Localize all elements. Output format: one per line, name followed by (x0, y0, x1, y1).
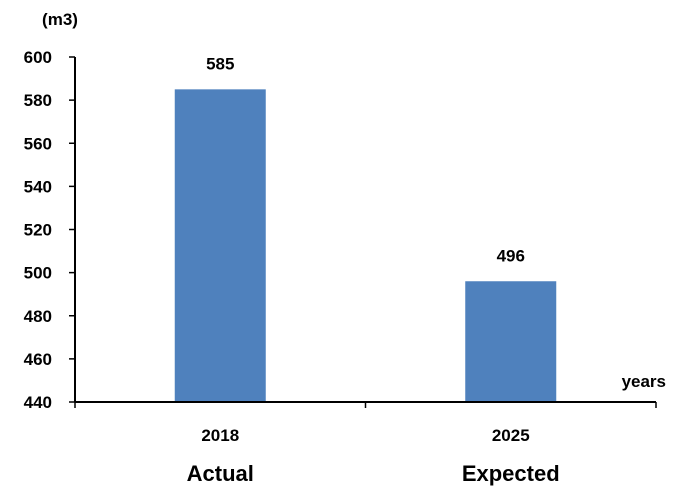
labels-group: 585 2018 Actual 496 2025 Expected (187, 54, 560, 486)
y-tick-label: 480 (24, 307, 52, 326)
data-label-2025: 496 (497, 246, 525, 265)
x-axis-title: years (622, 372, 666, 391)
axes-group (74, 57, 657, 408)
sub-label-2025: Expected (462, 461, 560, 486)
y-tick-label: 500 (24, 264, 52, 283)
category-label-2025: 2025 (492, 426, 530, 445)
y-tick-label: 520 (24, 221, 52, 240)
y-axis-unit-label: (m3) (42, 10, 78, 29)
sub-label-2018: Actual (187, 461, 254, 486)
data-label-2018: 585 (206, 54, 234, 73)
y-tick-label: 440 (24, 393, 52, 412)
y-axis-ticks: 440 460 480 500 520 540 560 580 600 (24, 48, 75, 412)
y-tick-label: 560 (24, 134, 52, 153)
y-tick-label: 600 (24, 48, 52, 67)
bar-2025 (465, 281, 557, 402)
y-tick-label: 540 (24, 177, 52, 196)
category-label-2018: 2018 (201, 426, 239, 445)
bars-group (174, 89, 557, 402)
bar-2018 (174, 89, 266, 402)
y-tick-label: 460 (24, 350, 52, 369)
y-tick-label: 580 (24, 91, 52, 110)
